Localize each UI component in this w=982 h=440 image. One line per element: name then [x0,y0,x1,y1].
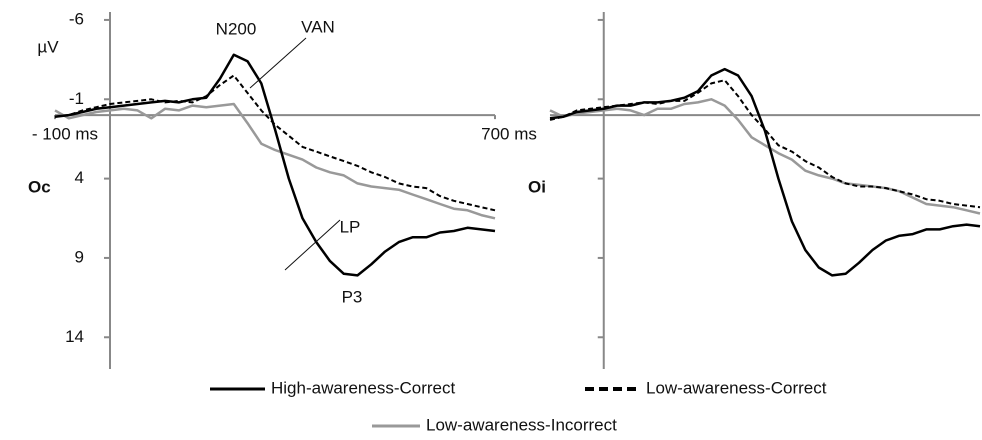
y-tick-label: 9 [75,247,84,266]
series-line [549,98,981,215]
series-line [54,74,496,212]
annotation-line [284,219,341,271]
y-axis-label: µV [37,37,59,56]
annotation-line [249,37,307,89]
y-tick-label: -1 [69,89,84,108]
x-tick-label: 700 ms [481,125,537,144]
y-tick-label: -6 [69,9,84,28]
annotation: N200 [216,19,257,38]
panel-title: Oc [28,177,51,196]
y-tick-label: 4 [75,168,84,187]
annotation: VAN [301,17,335,36]
legend-label: High-awareness-Correct [271,378,456,397]
annotation: P3 [342,287,363,306]
series-line [549,79,981,209]
panel-title: Oi [528,177,546,196]
legend-label: Low-awareness-Correct [646,378,827,397]
series-line [549,67,981,277]
x-tick-label: - 100 ms [32,125,98,144]
series-line [54,102,496,220]
legend-label: Low-awareness-Incorrect [426,415,617,434]
y-tick-label: 14 [65,327,84,346]
series-line [54,53,496,277]
annotation: LP [340,217,361,236]
